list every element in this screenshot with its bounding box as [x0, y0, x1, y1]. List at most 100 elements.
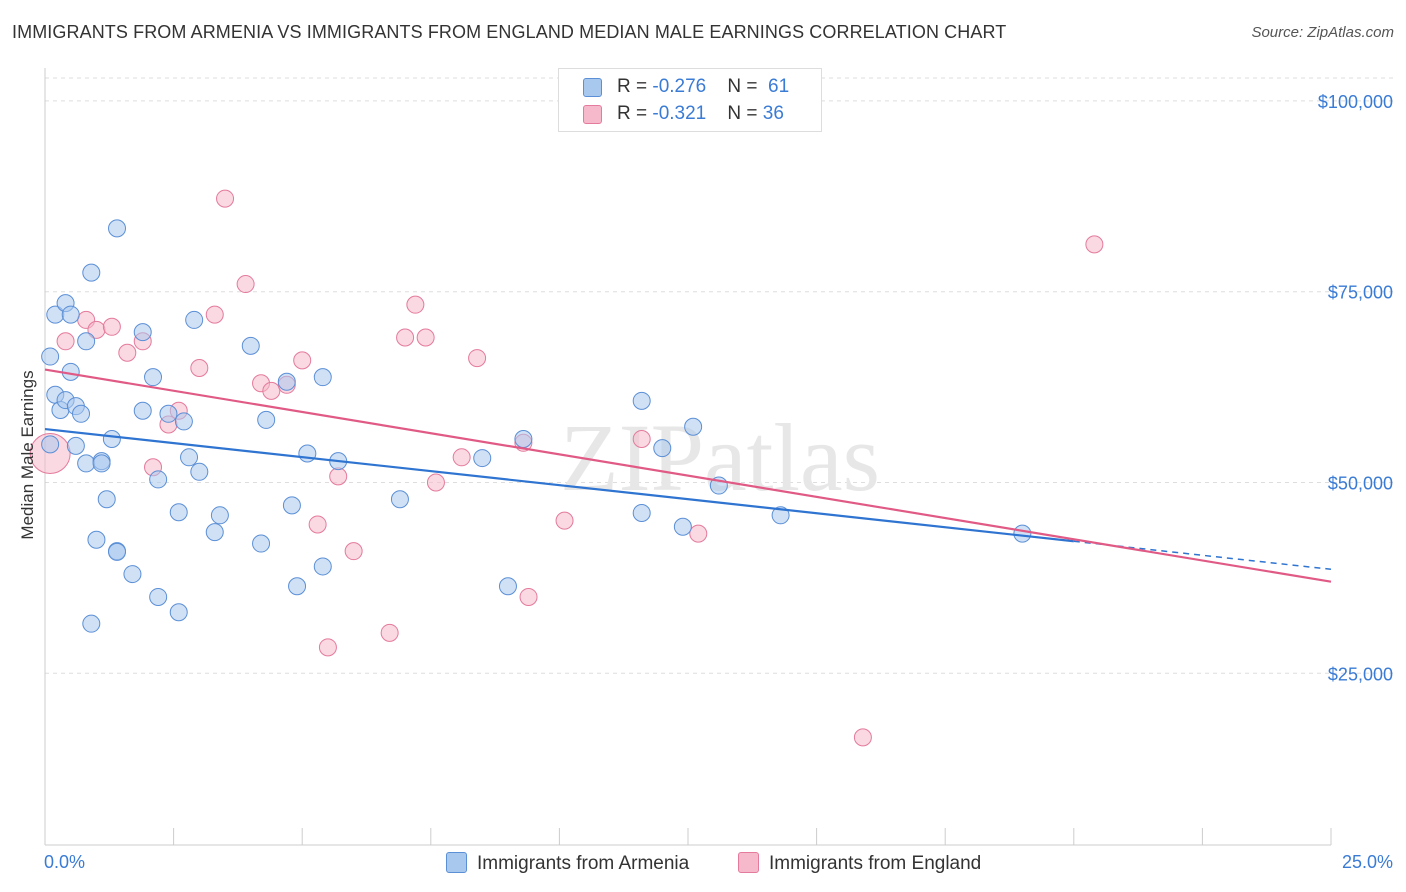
england-point: [416, 328, 435, 347]
england-point: [293, 351, 312, 370]
england-point: [329, 467, 348, 486]
x-tick-label-min: 0.0%: [44, 852, 86, 872]
armenia-point: [169, 503, 188, 522]
england-point: [632, 429, 651, 448]
y-tick-label: $50,000: [1328, 473, 1393, 493]
armenia-point: [87, 530, 106, 549]
england-point: [406, 295, 425, 314]
armenia-point: [123, 565, 142, 584]
armenia-point: [298, 444, 317, 463]
legend-swatch-armenia: [446, 852, 467, 873]
armenia-point: [61, 305, 80, 324]
england-point: [190, 359, 209, 378]
armenia-point: [108, 542, 127, 561]
armenia-point: [473, 449, 492, 468]
armenia-point: [41, 435, 60, 454]
legend-r-label: R =: [617, 103, 653, 124]
legend-n-label: N =: [727, 76, 763, 97]
england-point: [689, 524, 708, 543]
england-point: [308, 515, 327, 534]
england-point: [380, 623, 399, 642]
armenia-point: [82, 263, 101, 282]
legend-n-value-england: 36: [762, 103, 784, 124]
armenia-point: [185, 310, 204, 329]
armenia-point: [1013, 524, 1032, 543]
series-armenia-points: [41, 219, 1032, 633]
armenia-point: [632, 391, 651, 410]
armenia-point: [72, 404, 91, 423]
legend-r-label: R =: [617, 76, 653, 97]
y-axis-label: Median Male Earnings: [18, 370, 37, 540]
legend-label-armenia: Immigrants from Armenia: [477, 853, 690, 874]
armenia-point: [41, 347, 60, 366]
legend-swatch-armenia: [583, 78, 602, 97]
armenia-point: [133, 401, 152, 420]
england-point: [118, 343, 137, 362]
england-point: [519, 587, 538, 606]
armenia-point: [653, 439, 672, 458]
trend-line-england: [44, 368, 1332, 583]
england-point: [262, 381, 281, 400]
legend-item-armenia[interactable]: Immigrants from Armenia: [446, 852, 689, 875]
y-tick-label: $75,000: [1328, 283, 1393, 303]
england-point: [396, 328, 415, 347]
x-tick-label-max: 25.0%: [1341, 852, 1393, 872]
armenia-point: [282, 496, 301, 515]
armenia-point: [108, 219, 127, 238]
armenia-point: [159, 404, 178, 423]
armenia-point: [66, 436, 85, 455]
legend-n-label: N =: [727, 103, 763, 124]
armenia-point: [82, 614, 101, 633]
england-point: [56, 332, 75, 351]
armenia-point: [144, 368, 163, 387]
armenia-point: [149, 587, 168, 606]
armenia-point: [205, 523, 224, 542]
armenia-point: [77, 454, 96, 473]
england-point: [318, 638, 337, 657]
england-point: [344, 542, 363, 561]
armenia-point: [684, 417, 703, 436]
legend-swatch-england: [583, 105, 602, 124]
armenia-point: [102, 429, 121, 448]
england-point: [236, 275, 255, 294]
armenia-point: [133, 323, 152, 342]
armenia-point: [149, 470, 168, 489]
england-point: [216, 189, 235, 208]
watermark: ZIPatlas: [560, 404, 880, 511]
legend-r-value-england: -0.321: [652, 103, 707, 124]
armenia-point: [92, 454, 111, 473]
armenia-point: [771, 506, 790, 525]
armenia-point: [514, 429, 533, 448]
legend-label-england: Immigrants from England: [769, 853, 982, 874]
armenia-point: [313, 368, 332, 387]
source-label: Source: ZipAtlas.com: [1251, 24, 1394, 41]
england-point: [452, 448, 471, 467]
trend-line-armenia: [44, 427, 1074, 543]
armenia-point: [313, 557, 332, 576]
armenia-point: [498, 577, 517, 596]
england-point: [205, 305, 224, 324]
england-point: [555, 511, 574, 530]
england-point: [853, 728, 872, 747]
legend-n-value-armenia: 61: [768, 76, 790, 97]
armenia-point: [174, 412, 193, 431]
armenia-point: [180, 448, 199, 467]
armenia-point: [632, 504, 651, 523]
england-point: [426, 473, 445, 492]
armenia-point: [190, 462, 209, 481]
series-england-points: [29, 189, 1104, 747]
armenia-point: [257, 410, 276, 429]
england-point: [1085, 235, 1104, 254]
legend-item-england[interactable]: Immigrants from England: [738, 852, 981, 875]
correlation-legend: R = -0.276 N = 61 R = -0.321 N = 36: [558, 68, 822, 132]
armenia-point: [169, 603, 188, 622]
armenia-point: [241, 336, 260, 355]
england-point: [102, 317, 121, 336]
gridlines: [45, 77, 1393, 674]
y-tick-label: $100,000: [1318, 92, 1393, 112]
legend-r-value-armenia: -0.276: [652, 76, 707, 97]
chart-title: IMMIGRANTS FROM ARMENIA VS IMMIGRANTS FR…: [12, 22, 1007, 42]
england-point: [468, 349, 487, 368]
trend-lines: [44, 368, 1332, 583]
